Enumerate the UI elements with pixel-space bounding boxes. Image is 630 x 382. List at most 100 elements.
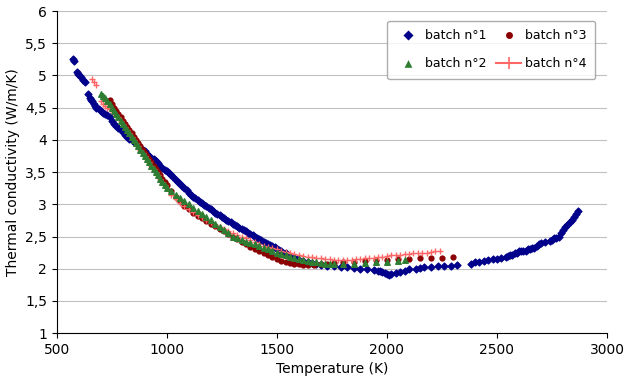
Point xyxy=(112,112,122,118)
Point xyxy=(276,251,286,257)
Point xyxy=(393,256,403,262)
Point xyxy=(320,256,330,262)
Point xyxy=(263,252,273,258)
Point xyxy=(302,258,312,264)
Point xyxy=(129,134,139,140)
Point xyxy=(103,112,113,118)
Point xyxy=(151,169,161,175)
Point xyxy=(382,257,392,263)
Point xyxy=(573,208,583,214)
Point xyxy=(96,108,106,114)
Point xyxy=(100,95,110,101)
Point xyxy=(112,111,122,117)
Point xyxy=(116,118,126,124)
Point xyxy=(155,175,165,181)
Point xyxy=(193,208,203,214)
Point xyxy=(329,261,339,267)
Point xyxy=(109,108,119,114)
Point xyxy=(124,136,134,142)
Point xyxy=(445,262,455,269)
Point xyxy=(96,91,106,97)
Point xyxy=(116,114,126,120)
Point xyxy=(246,231,256,237)
Point xyxy=(166,188,176,194)
Point xyxy=(252,235,262,241)
Point xyxy=(142,153,152,159)
Point xyxy=(144,156,154,162)
Point xyxy=(237,239,247,245)
Legend: batch n°1, batch n°2, batch n°3, batch n°4: batch n°1, batch n°2, batch n°3, batch n… xyxy=(387,21,595,79)
Point xyxy=(226,219,236,225)
Point xyxy=(175,198,185,204)
Point xyxy=(373,268,383,274)
Point xyxy=(563,222,573,228)
Point xyxy=(294,256,304,262)
Point xyxy=(408,250,418,256)
Point xyxy=(72,71,83,77)
Point xyxy=(309,262,319,268)
Point xyxy=(122,127,132,133)
Point xyxy=(232,235,243,241)
Point xyxy=(175,195,185,201)
Point xyxy=(289,261,299,267)
Point xyxy=(122,127,132,133)
Point xyxy=(355,266,365,272)
Point xyxy=(525,246,535,253)
Point xyxy=(349,261,359,267)
Point xyxy=(122,134,132,140)
Point xyxy=(324,256,335,262)
Point xyxy=(118,121,128,127)
Point xyxy=(355,256,365,262)
Point xyxy=(276,248,286,254)
Point xyxy=(324,261,335,267)
Point xyxy=(177,183,187,189)
Point xyxy=(230,222,240,228)
Point xyxy=(149,166,159,172)
Point xyxy=(175,200,185,206)
Point xyxy=(294,261,304,267)
Point xyxy=(435,248,445,254)
Point xyxy=(268,248,278,254)
Point xyxy=(541,239,551,245)
Point xyxy=(250,239,260,245)
Point xyxy=(307,254,317,260)
Point xyxy=(285,253,295,259)
Point xyxy=(85,95,95,101)
Point xyxy=(153,172,163,178)
Point xyxy=(415,265,425,271)
Point xyxy=(127,134,137,140)
Point xyxy=(109,105,119,111)
Point xyxy=(283,251,293,257)
Point xyxy=(382,259,392,265)
Point xyxy=(311,261,321,267)
Point xyxy=(188,209,198,215)
Point xyxy=(96,98,106,104)
Point xyxy=(158,165,168,171)
Point xyxy=(246,244,256,250)
Point xyxy=(239,227,249,233)
Point xyxy=(256,237,266,243)
Point xyxy=(91,82,101,88)
Point xyxy=(186,192,196,198)
Point xyxy=(255,243,265,249)
Point xyxy=(571,211,581,217)
Point xyxy=(560,224,570,230)
Point xyxy=(100,111,110,117)
Point xyxy=(386,252,396,258)
Point xyxy=(369,267,379,273)
Point xyxy=(237,233,247,240)
Point xyxy=(272,246,282,253)
Point xyxy=(399,268,410,274)
Point xyxy=(532,243,542,249)
Point xyxy=(140,153,150,159)
Point xyxy=(195,199,205,205)
Point xyxy=(346,257,357,263)
Point xyxy=(113,125,123,131)
Point xyxy=(224,230,234,236)
Point xyxy=(349,259,359,265)
Point xyxy=(69,58,79,64)
Point xyxy=(483,257,493,264)
Point xyxy=(105,101,115,107)
Point xyxy=(171,192,181,198)
Point xyxy=(380,270,390,276)
